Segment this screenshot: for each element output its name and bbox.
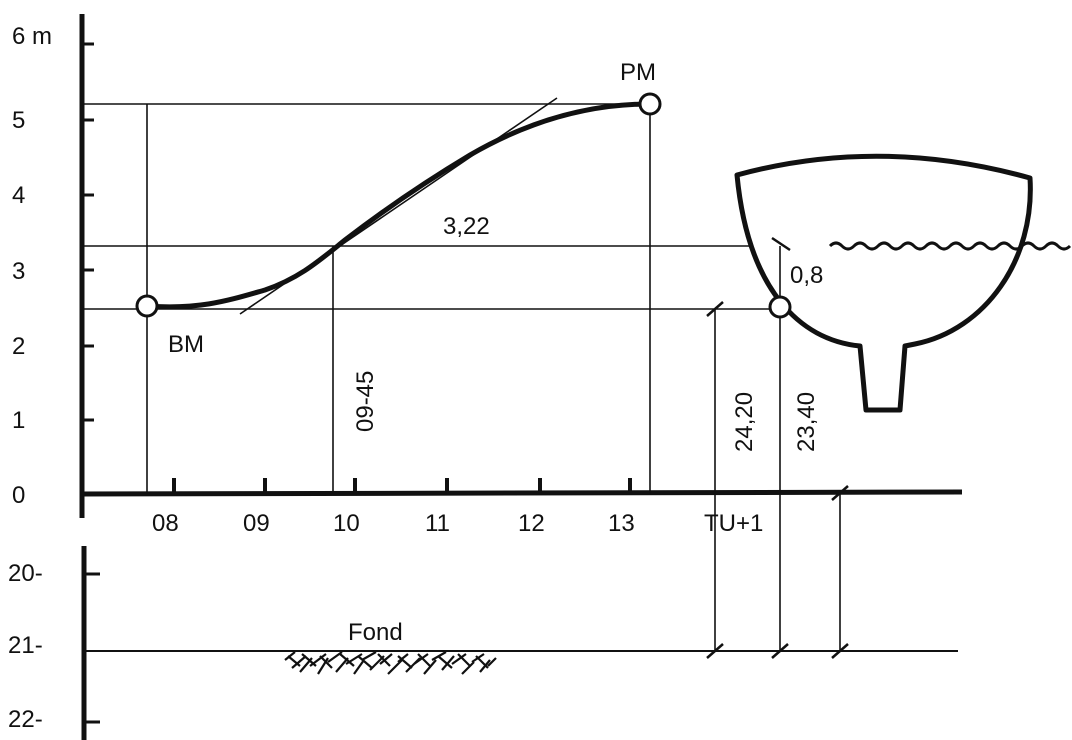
- y-tick-label-4: 4: [12, 182, 25, 209]
- draft-annotation: 0,8: [790, 262, 823, 289]
- y-tick-label-0: 0: [12, 482, 25, 509]
- dimension-mark: [706, 643, 724, 659]
- depth-axis-ticks: [84, 572, 100, 724]
- x-tick-label-11: 11: [425, 510, 450, 537]
- y-tick-label-2: 2: [12, 333, 25, 360]
- x-tick-label-12: 12: [518, 510, 545, 537]
- high-water-label: PM: [620, 59, 656, 86]
- depth-tick-label-22: 22-: [8, 706, 43, 733]
- x-end-label-tu: TU+1: [704, 510, 763, 537]
- depth-tick-label-21: 21-: [8, 632, 43, 659]
- x-axis-line: [79, 489, 963, 497]
- keel-point: [768, 295, 792, 319]
- y-tick-label-6: 6 m: [12, 23, 52, 50]
- boat-hull-outline: [734, 153, 1033, 413]
- dimension-marks: [706, 236, 849, 659]
- dimension-mark: [831, 643, 849, 659]
- dimension-mark: [771, 643, 789, 659]
- x-tick-label-09: 09: [243, 510, 270, 537]
- depth-a-annotation: 24,20: [731, 392, 758, 452]
- tide-chord-line: [239, 97, 558, 315]
- depth-b-annotation: 23,40: [793, 392, 820, 452]
- x-tick-label-13: 13: [608, 510, 635, 537]
- seabed-hatching: [284, 651, 497, 675]
- y-tick-label-5: 5: [12, 107, 25, 134]
- time-annotation: 09-45: [352, 371, 379, 432]
- depth-tick-label-20: 20-: [8, 560, 43, 587]
- high-water-point: [638, 92, 662, 116]
- height-annotation: 3,22: [443, 213, 490, 240]
- y-axis-ticks: [82, 42, 94, 422]
- y-tick-label-1: 1: [12, 407, 25, 434]
- low-water-label: BM: [168, 331, 204, 358]
- x-tick-label-08: 08: [152, 510, 179, 537]
- y-tick-label-3: 3: [12, 258, 25, 285]
- tide-curve: [144, 101, 653, 310]
- low-water-point: [135, 294, 159, 318]
- boat-hull: [734, 153, 1033, 413]
- x-axis-ticks: [172, 478, 632, 492]
- x-tick-label-10: 10: [333, 510, 360, 537]
- dimension-mark: [831, 485, 849, 501]
- dimension-mark: [771, 236, 791, 252]
- seabed-label: Fond: [348, 619, 403, 646]
- water-surface-wave: [828, 241, 1072, 251]
- dimension-mark: [706, 301, 724, 317]
